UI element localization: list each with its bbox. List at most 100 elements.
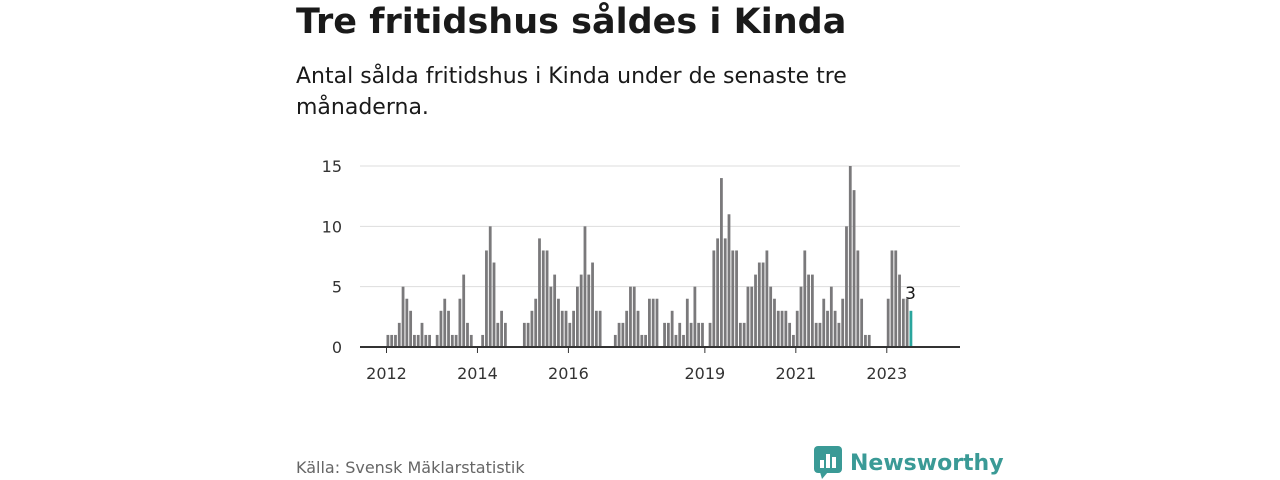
bar [693, 286, 697, 347]
bar [405, 298, 409, 347]
bar [636, 310, 640, 347]
bar [439, 310, 443, 347]
y-tick-label: 15 [322, 157, 342, 176]
bar [773, 298, 776, 347]
bar [678, 322, 682, 347]
bar [788, 322, 792, 347]
bar [886, 298, 890, 347]
bar-highlight [909, 310, 913, 347]
bar [807, 274, 810, 347]
bar [469, 334, 473, 347]
bar [481, 334, 485, 347]
bar [765, 250, 769, 347]
bar [579, 274, 583, 347]
bar [829, 286, 833, 347]
bar [833, 310, 837, 347]
bar [826, 310, 829, 347]
bar [799, 286, 803, 347]
bar [651, 298, 655, 347]
bar [420, 322, 424, 347]
bar [530, 310, 534, 347]
bar [594, 310, 598, 347]
bar [553, 274, 557, 347]
bar [674, 334, 678, 347]
x-tick-label: 2014 [457, 364, 498, 383]
chart-title: Tre fritidshus såldes i Kinda [296, 2, 847, 42]
bar [780, 310, 784, 347]
bar [538, 238, 541, 347]
x-tick-label: 2016 [548, 364, 589, 383]
bar [560, 310, 564, 347]
bar [894, 250, 898, 347]
bar [776, 310, 780, 347]
bar [557, 298, 560, 347]
bar [648, 298, 651, 347]
bar [682, 334, 685, 347]
bar [685, 298, 689, 347]
bar [837, 322, 841, 347]
bar [416, 334, 420, 347]
bar [841, 298, 845, 347]
bar [447, 310, 450, 347]
bar [795, 310, 799, 347]
bar [390, 334, 394, 347]
bar [644, 334, 648, 347]
bar [413, 334, 416, 347]
bar [435, 334, 439, 347]
bar [541, 250, 545, 347]
bar [503, 322, 507, 347]
bar [769, 286, 773, 347]
bar [738, 322, 742, 347]
bar [576, 286, 579, 347]
bar [720, 178, 723, 347]
bar [492, 262, 496, 347]
bar [901, 298, 905, 347]
bar [424, 334, 428, 347]
bar [754, 274, 757, 347]
bar [708, 322, 712, 347]
bar [394, 334, 397, 347]
bar [856, 250, 860, 347]
last-value-label: 3 [905, 284, 916, 304]
bar [409, 310, 413, 347]
bar [810, 274, 814, 347]
bar [526, 322, 530, 347]
bar [549, 286, 553, 347]
newsworthy-logo-icon [814, 446, 842, 479]
bar [428, 334, 431, 347]
bar [397, 322, 401, 347]
bar [818, 322, 822, 347]
x-tick-label: 2019 [685, 364, 726, 383]
bar [761, 262, 765, 347]
bar [632, 286, 636, 347]
bar [564, 310, 568, 347]
bar [742, 322, 746, 347]
bar [898, 274, 901, 347]
bar [613, 334, 617, 347]
bar [905, 298, 909, 347]
bar [845, 226, 848, 347]
bar [621, 322, 625, 347]
bar [735, 250, 738, 347]
bar [792, 334, 795, 347]
bar [689, 322, 693, 347]
bar [731, 250, 735, 347]
bar [723, 238, 727, 347]
bar [450, 334, 454, 347]
brand-logo: Newsworthy [814, 446, 1004, 480]
bar [852, 190, 856, 347]
bar [784, 310, 788, 347]
bar [716, 238, 720, 347]
bar [867, 334, 871, 347]
source-text: Källa: Svensk Mäklarstatistik [296, 458, 525, 477]
bar [670, 310, 674, 347]
bar [697, 322, 701, 347]
bar [822, 298, 826, 347]
bar [864, 334, 867, 347]
bar [534, 298, 538, 347]
y-tick-label: 10 [322, 217, 342, 236]
bar [803, 250, 807, 347]
bar [583, 226, 587, 347]
chart-subtitle: Antal sålda fritidshus i Kinda under de … [296, 64, 847, 120]
bar [568, 322, 572, 347]
